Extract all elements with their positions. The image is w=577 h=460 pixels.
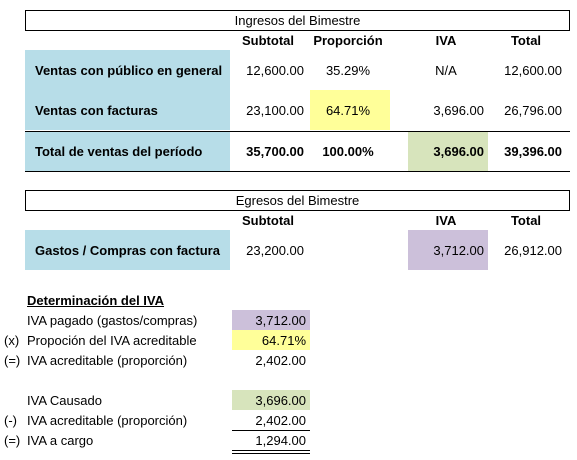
cell: 23,100.00 (246, 102, 304, 118)
value: 2,402.00 (255, 412, 306, 428)
operator: (=) (4, 352, 21, 368)
value: 64.71% (232, 330, 310, 350)
cell: N/A (435, 62, 457, 78)
column-header: Proporción (313, 33, 383, 48)
cell: 35.29% (325, 62, 371, 78)
rule (232, 453, 310, 454)
rule (25, 171, 570, 172)
cell: 3,712.00 (408, 230, 488, 270)
row-label: Total de ventas del período (25, 131, 230, 171)
row-label: IVA Causado (27, 392, 102, 408)
section-title: Egresos del Bimestre (25, 190, 570, 211)
column-header: Subtotal (242, 213, 294, 228)
operator: (-) (4, 412, 17, 428)
row-label: IVA acreditable (proporción) (27, 412, 188, 428)
cell: 26,912.00 (504, 242, 562, 258)
column-header: Total (510, 33, 542, 48)
column-header: Subtotal (242, 33, 294, 48)
operator: (=) (4, 432, 21, 448)
column-header: Total (510, 213, 542, 228)
section-title: Determinación del IVA (27, 292, 165, 308)
row-label: Ventas con público en general (25, 50, 230, 90)
rule (25, 131, 570, 132)
value: 1,294.00 (255, 432, 306, 448)
value: 3,696.00 (232, 390, 310, 410)
value: 2,402.00 (255, 352, 306, 368)
cell: 64.71% (310, 90, 390, 130)
column-header: IVA (435, 33, 457, 48)
value: 3,712.00 (232, 310, 310, 330)
cell: 12,600.00 (504, 62, 562, 78)
section-title: Ingresos del Bimestre (25, 10, 570, 31)
cell: 3,696.00 (433, 102, 484, 118)
rule (232, 450, 310, 451)
cell: 3,696.00 (408, 131, 488, 171)
row-label: IVA pagado (gastos/compras) (27, 312, 198, 328)
rule (232, 430, 310, 431)
row-label: IVA acreditable (proporción) (27, 352, 188, 368)
cell: 35,700.00 (246, 143, 304, 159)
cell: 39,396.00 (504, 143, 562, 159)
cell: 12,600.00 (246, 62, 304, 78)
column-header: IVA (435, 213, 457, 228)
operator: (x) (4, 332, 20, 348)
row-label: Gastos / Compras con factura (25, 230, 230, 270)
row-label: IVA a cargo (27, 432, 94, 448)
cell: 26,796.00 (504, 102, 562, 118)
row-label: Ventas con facturas (25, 90, 230, 130)
row-label: Propoción del IVA acreditable (27, 332, 197, 348)
cell: 100.00% (322, 143, 374, 159)
cell: 23,200.00 (246, 242, 304, 258)
